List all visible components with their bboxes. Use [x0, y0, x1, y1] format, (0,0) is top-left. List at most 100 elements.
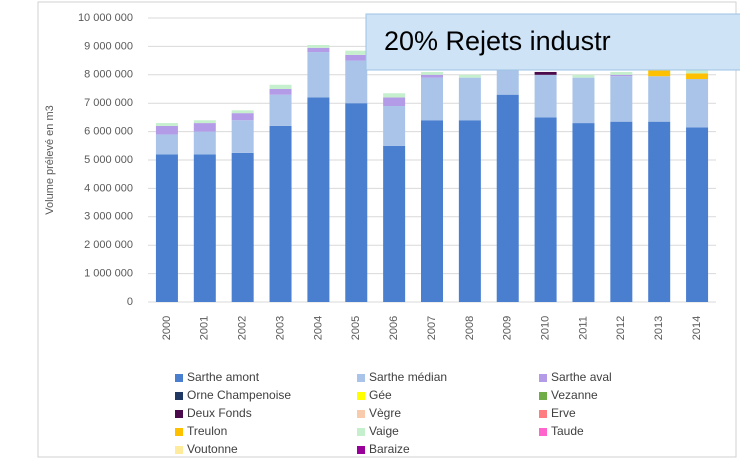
bar-segment	[269, 89, 292, 95]
bar-segment	[269, 94, 292, 126]
bar-segment	[155, 154, 178, 302]
legend-label: Sarthe amont	[187, 370, 260, 384]
bar-segment	[421, 74, 443, 78]
legend-swatch	[357, 374, 365, 382]
bar-segment	[458, 74, 481, 78]
bar-segment	[686, 79, 709, 128]
bar-segment	[193, 123, 216, 132]
legend-swatch	[357, 392, 365, 400]
legend-label: Erve	[551, 406, 576, 420]
bar-segment	[269, 84, 292, 89]
bar-segment	[345, 54, 368, 61]
bar-segment	[155, 125, 178, 135]
y-tick-label: 0	[127, 296, 133, 308]
bar-segment	[231, 120, 254, 153]
legend-swatch	[175, 410, 183, 418]
annotation-box	[365, 13, 740, 71]
bar-segment	[610, 74, 633, 77]
legend-swatch	[175, 392, 183, 400]
legend-label: Sarthe aval	[551, 370, 612, 384]
bar-segment	[307, 44, 330, 48]
bar-segment	[345, 50, 368, 55]
x-tick-label: 2004	[312, 316, 324, 340]
x-tick-label: 2009	[502, 316, 514, 340]
bar-segment	[307, 97, 330, 303]
y-tick-label: 9 000 000	[84, 40, 133, 52]
bar-segment	[572, 123, 595, 302]
legend-swatch	[539, 428, 547, 436]
y-tick-label: 1 000 000	[84, 268, 133, 280]
bar-segment	[496, 69, 519, 95]
bar-segment	[231, 110, 254, 114]
bar-segment	[572, 77, 595, 124]
legend-label: Sarthe médian	[369, 370, 447, 384]
bar-segment	[458, 77, 481, 121]
legend-label: Vezanne	[551, 388, 598, 402]
bar-segment	[421, 71, 443, 75]
y-tick-label: 7 000 000	[84, 97, 133, 109]
bar-segment	[231, 152, 254, 302]
bar-segment	[193, 131, 216, 155]
bar-segment	[155, 123, 178, 126]
legend-swatch	[175, 446, 183, 454]
y-tick-label: 8 000 000	[84, 69, 133, 81]
legend-label: Deux Fonds	[187, 406, 252, 420]
bar-segment	[383, 106, 406, 146]
legend-label: Vègre	[369, 406, 401, 420]
x-tick-label: 2011	[577, 316, 589, 340]
bar-segment	[534, 74, 557, 118]
bar-segment	[610, 121, 633, 302]
bar-segment	[610, 76, 633, 122]
bar-segment	[307, 52, 330, 98]
legend-label: Taude	[551, 424, 584, 438]
x-tick-label: 2013	[653, 316, 665, 340]
bar-segment	[345, 103, 368, 302]
legend-swatch	[175, 428, 183, 436]
bar-segment	[686, 127, 709, 302]
bar-segment	[686, 70, 709, 74]
bar-segment	[231, 113, 254, 121]
legend-swatch	[357, 446, 365, 454]
legend-swatch	[357, 428, 365, 436]
x-tick-label: 2005	[350, 316, 362, 340]
x-tick-label: 2006	[388, 316, 400, 340]
legend-swatch	[175, 374, 183, 382]
legend-label: Treulon	[187, 424, 227, 438]
bar-segment	[307, 47, 330, 53]
x-tick-label: 2000	[161, 316, 173, 340]
bar-segment	[193, 120, 216, 124]
bar-segment	[496, 94, 519, 303]
bar-segment	[421, 77, 443, 121]
bar-segment	[610, 71, 633, 75]
legend-swatch	[539, 410, 547, 418]
y-tick-label: 5 000 000	[84, 154, 133, 166]
bar-segment	[345, 60, 368, 104]
y-tick-label: 10 000 000	[78, 12, 133, 24]
legend-label: Gée	[369, 388, 392, 402]
x-tick-label: 2012	[615, 316, 627, 340]
y-axis-label: Volume prélevé en m3	[44, 105, 56, 214]
bar-segment	[648, 76, 671, 122]
legend-swatch	[539, 374, 547, 382]
y-tick-label: 3 000 000	[84, 211, 133, 223]
bar-segment	[383, 97, 406, 107]
bar-segment	[648, 121, 671, 302]
bar-segment	[686, 73, 709, 80]
y-tick-label: 4 000 000	[84, 182, 133, 194]
bar-segment	[421, 120, 443, 303]
legend-swatch	[539, 392, 547, 400]
bar-segment	[193, 154, 216, 302]
bar-segment	[534, 117, 557, 303]
x-tick-label: 2003	[274, 316, 286, 340]
bar-segment	[648, 70, 671, 77]
bar-segment	[383, 145, 406, 302]
legend-swatch	[357, 410, 365, 418]
bar-segment	[383, 93, 406, 98]
x-tick-label: 2014	[691, 316, 703, 340]
bar-segment	[458, 120, 481, 303]
x-tick-label: 2002	[237, 316, 249, 340]
plot: 0 1 000 000 2 000 000 3 000 000 4 000 000 5 0…	[78, 12, 716, 456]
x-tick-label: 2007	[426, 316, 438, 340]
y-tick-label: 6 000 000	[84, 126, 133, 138]
